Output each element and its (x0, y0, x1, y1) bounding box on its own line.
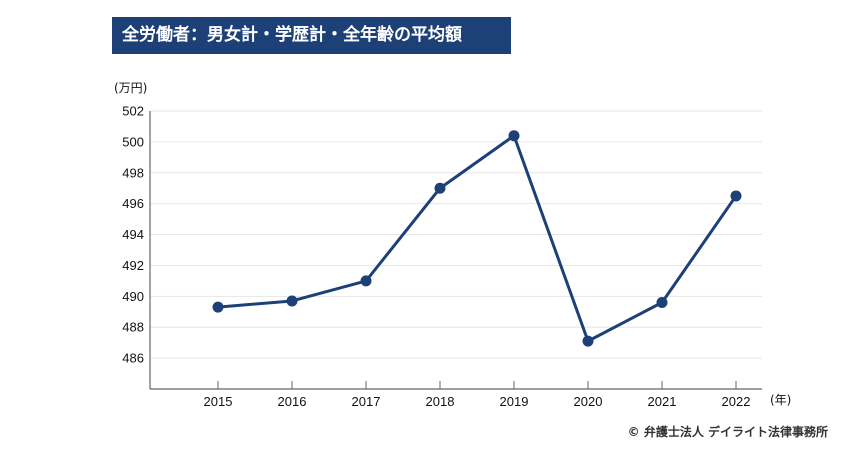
copyright-credit: © 弁護士法人 デイライト法律事務所 (627, 425, 828, 439)
y-tick-label-486: 486 (122, 351, 144, 366)
x-tick-label-2015: 2015 (204, 394, 233, 409)
data-point-2017 (360, 275, 372, 287)
x-tick-label-2019: 2019 (500, 394, 529, 409)
x-tick-label-2017: 2017 (352, 394, 381, 409)
data-point-2019 (508, 130, 520, 142)
y-tick-label-500: 500 (122, 134, 144, 149)
data-point-2015 (212, 301, 224, 313)
x-tick-label-2022: 2022 (722, 394, 751, 409)
x-tick-label-2016: 2016 (278, 394, 307, 409)
y-tick-label-496: 496 (122, 196, 144, 211)
y-tick-label-492: 492 (122, 258, 144, 273)
y-axis-unit-label: (万円) (114, 81, 147, 95)
y-tick-labels: 486 488 490 492 494 496 498 500 502 (122, 104, 144, 366)
data-point-2018 (434, 182, 446, 194)
data-point-2021 (656, 297, 668, 309)
x-axis-unit-label: (年) (770, 393, 791, 407)
series-line (217, 134, 738, 343)
axes (149, 111, 762, 390)
y-tick-label-494: 494 (122, 227, 144, 242)
x-tick-label-2020: 2020 (574, 394, 603, 409)
y-tick-label-498: 498 (122, 165, 144, 180)
data-point-2016 (286, 295, 298, 307)
data-point-2020 (582, 335, 594, 347)
data-series (212, 130, 742, 347)
y-tick-label-488: 488 (122, 320, 144, 335)
y-tick-label-490: 490 (122, 289, 144, 304)
x-tick-labels: 2015 2016 2017 2018 2019 2020 2021 2022 (204, 394, 751, 409)
grid-lines (150, 110, 762, 359)
chart-title: 全労働者：男女計・学歴計・全年齢の平均額 (112, 17, 511, 54)
y-tick-label-502: 502 (122, 104, 144, 119)
x-tick-label-2021: 2021 (648, 394, 677, 409)
data-point-2022 (730, 190, 742, 202)
x-tick-label-2018: 2018 (426, 394, 455, 409)
